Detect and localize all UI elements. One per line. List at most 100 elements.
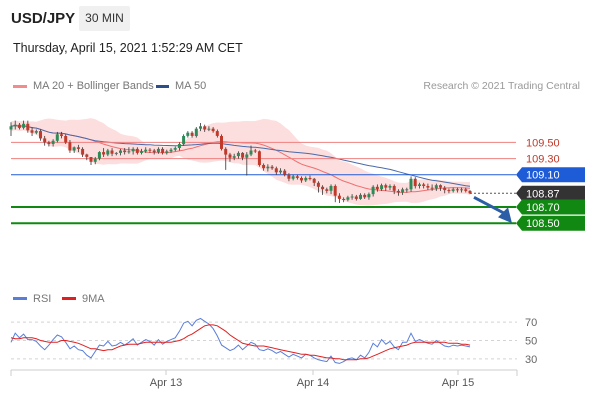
ma20-legend-label: MA 20 + Bollinger Bands — [33, 80, 154, 92]
ma50-line — [10, 124, 471, 187]
timestamp: Thursday, April 15, 2021 1:52:29 AM CET — [13, 41, 243, 55]
x-axis-label: Apr 15 — [442, 377, 474, 389]
x-axis-label: Apr 14 — [297, 377, 329, 389]
candle-body — [39, 131, 42, 139]
candle-body — [409, 178, 413, 190]
candle-body — [350, 196, 354, 198]
candle-body — [34, 131, 38, 133]
bollinger-band — [11, 118, 470, 206]
candle-body — [140, 151, 143, 153]
candle-body — [333, 186, 337, 196]
candle-body — [169, 149, 173, 152]
rsi-legend-swatch — [13, 297, 27, 300]
candle-body — [131, 148, 135, 152]
candle-body — [388, 186, 392, 188]
candle-body — [211, 128, 215, 132]
candle-body — [367, 194, 371, 198]
candle-body — [455, 189, 459, 191]
candle-body — [114, 152, 118, 154]
candle-body — [346, 197, 350, 200]
candle-body — [173, 148, 177, 150]
candle-body — [464, 189, 468, 191]
candle-body — [460, 189, 464, 191]
candle-body — [127, 151, 131, 153]
credit-text: Research © 2021 Trading Central — [423, 80, 580, 92]
candle-body — [64, 136, 68, 143]
candle-body — [228, 154, 232, 158]
candle-body — [396, 190, 400, 193]
candle-body — [55, 134, 59, 141]
candle-body — [363, 194, 367, 198]
forecast-arrowhead — [498, 207, 512, 224]
rsi-line — [10, 317, 471, 364]
instrument-title: USD/JPY — [11, 10, 76, 27]
candle-body — [186, 132, 190, 136]
candle-body — [342, 199, 346, 200]
candle-body — [253, 150, 257, 152]
candle-body — [85, 154, 89, 157]
candle-body — [279, 170, 282, 173]
candle-body — [51, 140, 55, 144]
candle-body — [110, 150, 114, 154]
candle-body — [26, 123, 30, 131]
candle-body — [447, 190, 451, 192]
candle-body — [451, 189, 455, 191]
candle-body — [203, 126, 207, 130]
rsi-tick-label: 50 — [525, 336, 537, 348]
candle-body — [215, 131, 219, 136]
candle-body — [17, 124, 21, 128]
candle-body — [102, 152, 106, 155]
level-label-108.50: 108.50 — [526, 218, 560, 230]
candle-body — [295, 176, 299, 178]
candle-body — [291, 176, 295, 179]
candle-body — [392, 186, 396, 191]
candle-body — [30, 130, 34, 133]
candle-body — [232, 156, 236, 158]
candle-body — [262, 165, 266, 169]
candle-body — [375, 186, 379, 190]
candle-body — [123, 150, 127, 153]
candle-body — [249, 150, 253, 155]
candle-body — [165, 151, 169, 153]
candle-body — [434, 185, 438, 189]
candle-body — [443, 187, 447, 191]
candle-body — [312, 178, 316, 183]
candle-body — [72, 147, 76, 151]
candle-body — [354, 196, 358, 199]
rsi-ma-legend-label: 9MA — [82, 293, 105, 305]
candle-body — [89, 157, 93, 162]
rsi-ma-legend-swatch — [62, 297, 76, 300]
candle-body — [93, 158, 97, 162]
candle-body — [359, 194, 362, 199]
candle-body — [241, 152, 245, 158]
candle-body — [9, 126, 13, 130]
level-tag-108.70 — [516, 199, 585, 215]
candle-body — [207, 128, 211, 130]
candle-body — [283, 170, 287, 175]
candle-body — [144, 149, 148, 152]
candle-body — [22, 123, 26, 128]
timeframe-badge[interactable]: 30 MIN — [79, 6, 130, 31]
candle-body — [68, 142, 72, 151]
level-tag-109.10 — [516, 167, 585, 183]
candle-body — [266, 166, 270, 169]
candle-body — [468, 190, 472, 194]
x-axis-label: Apr 13 — [150, 377, 182, 389]
candle-body — [148, 149, 152, 151]
candle-body — [304, 178, 308, 181]
candle-body — [422, 184, 426, 186]
level-label-109.30: 109.30 — [526, 154, 560, 166]
candle-body — [13, 124, 17, 127]
level-label-108.87: 108.87 — [526, 188, 560, 200]
candle-body — [43, 138, 47, 143]
level-label-109.50: 109.50 — [526, 137, 560, 149]
ma50-legend-label: MA 50 — [175, 80, 207, 92]
candle-body — [182, 136, 186, 145]
candle-body — [220, 136, 223, 149]
rsi-tick-label: 70 — [525, 317, 537, 329]
candle-body — [199, 126, 202, 129]
candle-body — [270, 166, 274, 169]
candle-body — [81, 148, 85, 155]
candle-body — [274, 168, 278, 173]
